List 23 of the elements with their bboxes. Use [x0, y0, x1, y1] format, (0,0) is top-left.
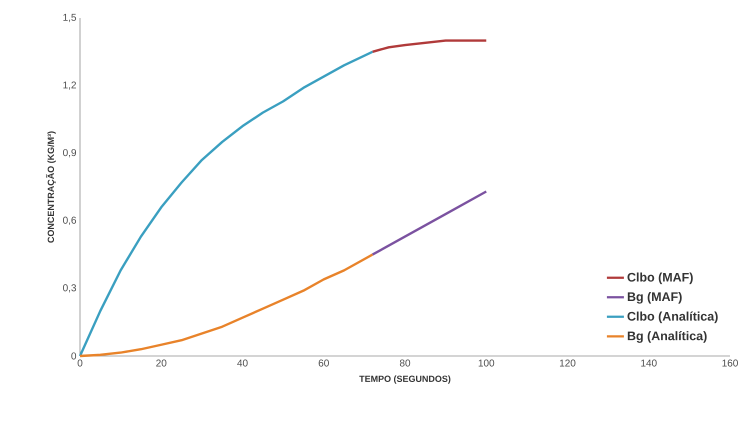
y-tick-label: 0	[71, 352, 76, 360]
y-tick-label: 1,5	[63, 14, 76, 22]
legend-label: Bg (Analítica)	[628, 331, 707, 343]
legend-label: Clbo (MAF)	[628, 272, 693, 284]
x-tick-label: 80	[400, 360, 410, 367]
y-tick-label: 1,2	[63, 81, 76, 90]
x-tick-label: 20	[156, 360, 166, 367]
y-tick-label: 0,3	[63, 284, 76, 293]
x-tick-label: 100	[478, 360, 494, 367]
y-axis-title: CONCENTRAÇÃO (KG/M³)	[46, 131, 56, 243]
x-tick-label: 60	[318, 360, 329, 367]
line-series	[371, 190, 488, 256]
legend-label: Bg (MAF)	[628, 292, 682, 304]
x-tick-label: 120	[560, 360, 576, 367]
legend-label: Clbo (Analítica)	[628, 311, 718, 324]
x-tick-label: 160	[722, 360, 738, 367]
x-tick-label: 0	[78, 360, 82, 367]
line-series	[78, 253, 374, 358]
x-tick-label: 140	[641, 360, 657, 367]
x-axis-title: TEMPO (SEGUNDOS)	[359, 375, 450, 384]
y-tick-label: 0,6	[63, 216, 76, 225]
x-tick-label: 40	[237, 360, 248, 367]
y-tick-label: 0,9	[63, 149, 76, 158]
